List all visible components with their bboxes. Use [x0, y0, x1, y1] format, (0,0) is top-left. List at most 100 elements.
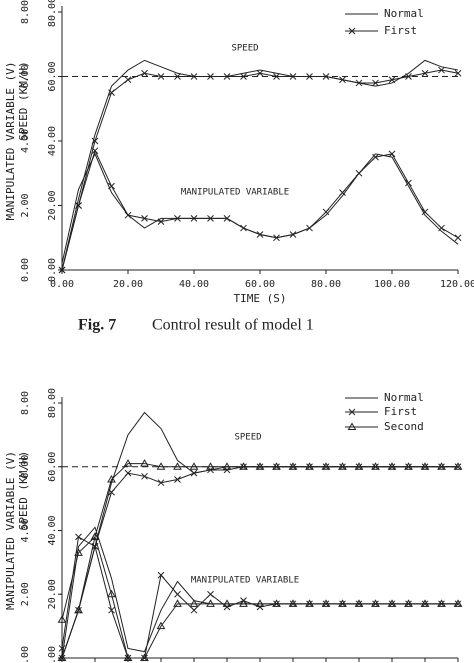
marker-triangle: [420, 599, 430, 607]
marker-x: [124, 469, 132, 477]
x-tick-label: 20.00: [113, 279, 143, 290]
marker-x: [190, 469, 198, 477]
marker-triangle: [107, 589, 116, 598]
marker-triangle: [239, 462, 248, 470]
marker-x: [256, 231, 264, 238]
y-tick-label: 60.00: [47, 61, 58, 91]
manipulated-line: [61, 152, 459, 264]
marker-triangle: [255, 462, 265, 470]
x-axis-title: TIME (S): [234, 292, 287, 305]
y-tick-label: 20.00: [47, 579, 58, 609]
legend-label: First: [384, 24, 417, 37]
marker-triangle: [371, 599, 380, 607]
marker-x: [348, 408, 356, 416]
marker-x: [405, 73, 412, 80]
marker-triangle: [255, 599, 265, 607]
marker-x: [223, 466, 231, 474]
marker-x: [372, 79, 379, 87]
marker-triangle: [90, 532, 100, 540]
y2-tick-label: 2.00: [20, 193, 31, 217]
y2-tick-label: 0.00: [20, 258, 31, 282]
marker-triangle: [321, 462, 331, 470]
marker-x: [207, 215, 214, 222]
y-tick-label: 60.00: [47, 452, 58, 482]
marker-x: [372, 153, 379, 161]
marker-x: [157, 571, 165, 579]
marker-triangle: [404, 462, 413, 470]
marker-x: [454, 234, 462, 242]
marker-triangle: [107, 475, 116, 483]
marker-x: [339, 76, 346, 84]
marker-x: [141, 69, 148, 77]
marker-x: [454, 69, 462, 77]
marker-x: [240, 224, 247, 232]
marker-x: [405, 179, 412, 187]
marker-x: [421, 208, 429, 216]
marker-triangle: [453, 599, 463, 607]
marker-x: [124, 211, 132, 219]
marker-x: [289, 231, 297, 238]
marker-x: [438, 66, 445, 74]
marker-triangle: [173, 599, 182, 607]
marker-triangle: [305, 462, 314, 470]
marker-triangle: [222, 599, 232, 607]
marker-triangle: [404, 599, 413, 607]
marker-x: [190, 606, 198, 614]
marker-x: [174, 476, 181, 483]
marker-x: [141, 215, 148, 222]
x-tick-label: 100.00: [374, 279, 410, 290]
marker-x: [75, 202, 82, 209]
marker-triangle: [453, 462, 463, 470]
marker-triangle: [387, 599, 397, 607]
y-tick-label: 0.00: [47, 646, 58, 663]
marker-triangle: [347, 422, 357, 430]
marker-x: [273, 234, 280, 242]
marker-x: [289, 73, 297, 80]
figure-label: Fig. 7: [78, 317, 116, 334]
marker-x: [306, 224, 313, 232]
marker-x: [322, 73, 330, 80]
marker-x: [174, 73, 181, 80]
marker-x: [108, 89, 115, 96]
marker-x: [223, 603, 231, 611]
marker-x: [174, 215, 181, 222]
marker-x: [91, 137, 99, 145]
marker-x: [421, 69, 429, 77]
legend-label: Normal: [384, 391, 424, 404]
marker-x: [174, 590, 181, 598]
speed-annotation: SPEED: [234, 433, 261, 443]
marker-x: [438, 224, 445, 232]
marker-x: [355, 169, 363, 177]
marker-triangle: [140, 653, 149, 661]
marker-triangle: [222, 462, 232, 470]
y-tick-label: 80.00: [47, 0, 58, 27]
speed-annotation: SPEED: [231, 44, 258, 54]
manipulated-annotation: MANIPULATED VARIABLE: [191, 576, 299, 586]
marker-x: [240, 73, 247, 80]
marker-triangle: [387, 462, 397, 470]
marker-triangle: [189, 462, 199, 470]
marker-x: [223, 215, 231, 222]
marker-triangle: [57, 653, 67, 661]
marker-x: [355, 79, 363, 87]
marker-triangle: [354, 462, 364, 470]
manipulated-line: [61, 535, 458, 659]
y-tick-label: 20.00: [47, 190, 58, 220]
marker-triangle: [338, 462, 347, 470]
y2-tick-label: 6.00: [20, 64, 31, 88]
marker-triangle: [321, 599, 331, 607]
marker-x: [58, 645, 66, 652]
figure-caption: Control result of model 1: [152, 317, 314, 334]
marker-x: [322, 208, 330, 216]
y2-tick-label: 8.00: [20, 391, 31, 415]
marker-triangle: [123, 653, 133, 661]
marker-x: [91, 147, 99, 155]
y2-tick-label: 4.00: [20, 518, 31, 542]
marker-triangle: [437, 462, 446, 470]
x-tick-label: 60.00: [245, 279, 275, 290]
marker-x: [58, 266, 66, 274]
y2-tick-label: 4.00: [20, 129, 31, 153]
marker-x: [207, 590, 214, 598]
marker-x: [190, 73, 198, 80]
